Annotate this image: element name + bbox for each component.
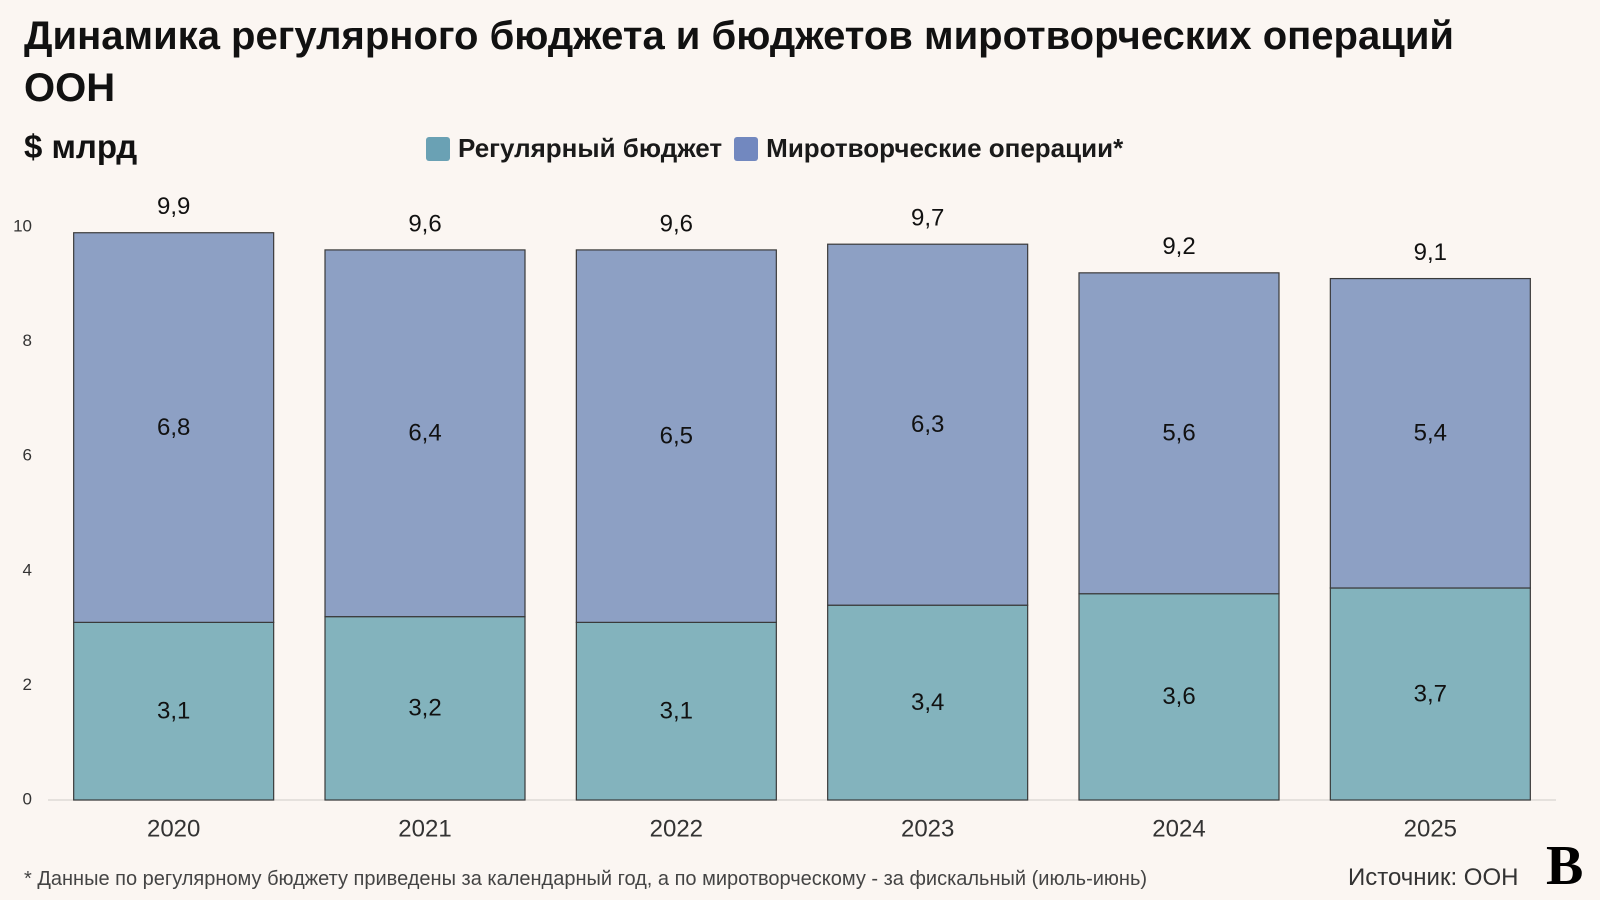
- x-tick-label: 2020: [147, 815, 200, 842]
- y-tick-label: 8: [23, 331, 32, 350]
- bar-regular: [73, 621, 275, 801]
- data-label-regular: 3,1: [157, 698, 190, 725]
- bar-peacekeeping: [1078, 272, 1280, 595]
- source-note: Источник: ООН: [1348, 864, 1519, 891]
- legend-item-regular: Регулярный бюджет: [426, 133, 722, 164]
- data-label-regular: 3,6: [1162, 683, 1195, 710]
- unit-label: $ млрд: [24, 128, 138, 165]
- legend-swatch-regular: [426, 136, 450, 161]
- y-tick-label: 6: [23, 446, 32, 465]
- chart-title: Динамика регулярного бюджета и бюджетов …: [24, 14, 1454, 110]
- data-label-total: 9,2: [1162, 233, 1195, 260]
- data-label-peacekeeping: 6,4: [408, 420, 441, 447]
- legend-item-peacekeeping: Миротворческие операции*: [734, 133, 1123, 164]
- data-label-peacekeeping: 5,4: [1414, 420, 1447, 447]
- y-tick-label: 2: [23, 675, 32, 694]
- legend: Регулярный бюджет Миротворческие операци…: [426, 133, 1123, 164]
- data-label-total: 9,6: [660, 210, 693, 237]
- y-tick-label: 4: [23, 560, 32, 579]
- y-tick-label: 10: [13, 216, 32, 235]
- data-label-regular: 3,1: [660, 698, 693, 725]
- bar-regular: [827, 604, 1029, 801]
- publisher-logo: В: [1546, 835, 1584, 897]
- data-label-total: 9,1: [1414, 239, 1447, 266]
- bar-peacekeeping: [1329, 277, 1531, 589]
- footnote: * Данные по регулярному бюджету приведен…: [24, 868, 1148, 890]
- data-label-peacekeeping: 5,6: [1162, 420, 1195, 447]
- x-tick-label: 2025: [1404, 815, 1457, 842]
- data-label-regular: 3,4: [911, 689, 944, 716]
- data-label-total: 9,9: [157, 193, 190, 220]
- bar-peacekeeping: [827, 243, 1029, 606]
- bar-regular: [1078, 593, 1280, 801]
- y-tick-label: 0: [23, 789, 32, 808]
- data-label-regular: 3,2: [408, 695, 441, 722]
- data-label-peacekeeping: 6,5: [660, 422, 693, 449]
- x-tick-label: 2024: [1152, 815, 1205, 842]
- bar-peacekeeping: [324, 249, 526, 618]
- legend-label-regular: Регулярный бюджет: [458, 133, 723, 163]
- bar-peacekeeping: [575, 249, 777, 623]
- data-label-peacekeeping: 6,3: [911, 411, 944, 438]
- x-tick-label: 2023: [901, 815, 954, 842]
- x-tick-label: 2022: [650, 815, 703, 842]
- bar-regular: [575, 621, 777, 801]
- bar-peacekeeping: [73, 232, 275, 623]
- data-label-regular: 3,7: [1414, 680, 1447, 707]
- legend-swatch-peacekeeping: [734, 136, 759, 161]
- data-label-peacekeeping: 6,8: [157, 414, 190, 441]
- x-tick-label: 2021: [398, 815, 451, 842]
- bar-regular: [1329, 587, 1531, 801]
- legend-label-peacekeeping: Миротворческие операции*: [766, 133, 1124, 163]
- data-label-total: 9,6: [408, 210, 441, 237]
- data-label-total: 9,7: [911, 205, 944, 232]
- bar-regular: [324, 616, 526, 801]
